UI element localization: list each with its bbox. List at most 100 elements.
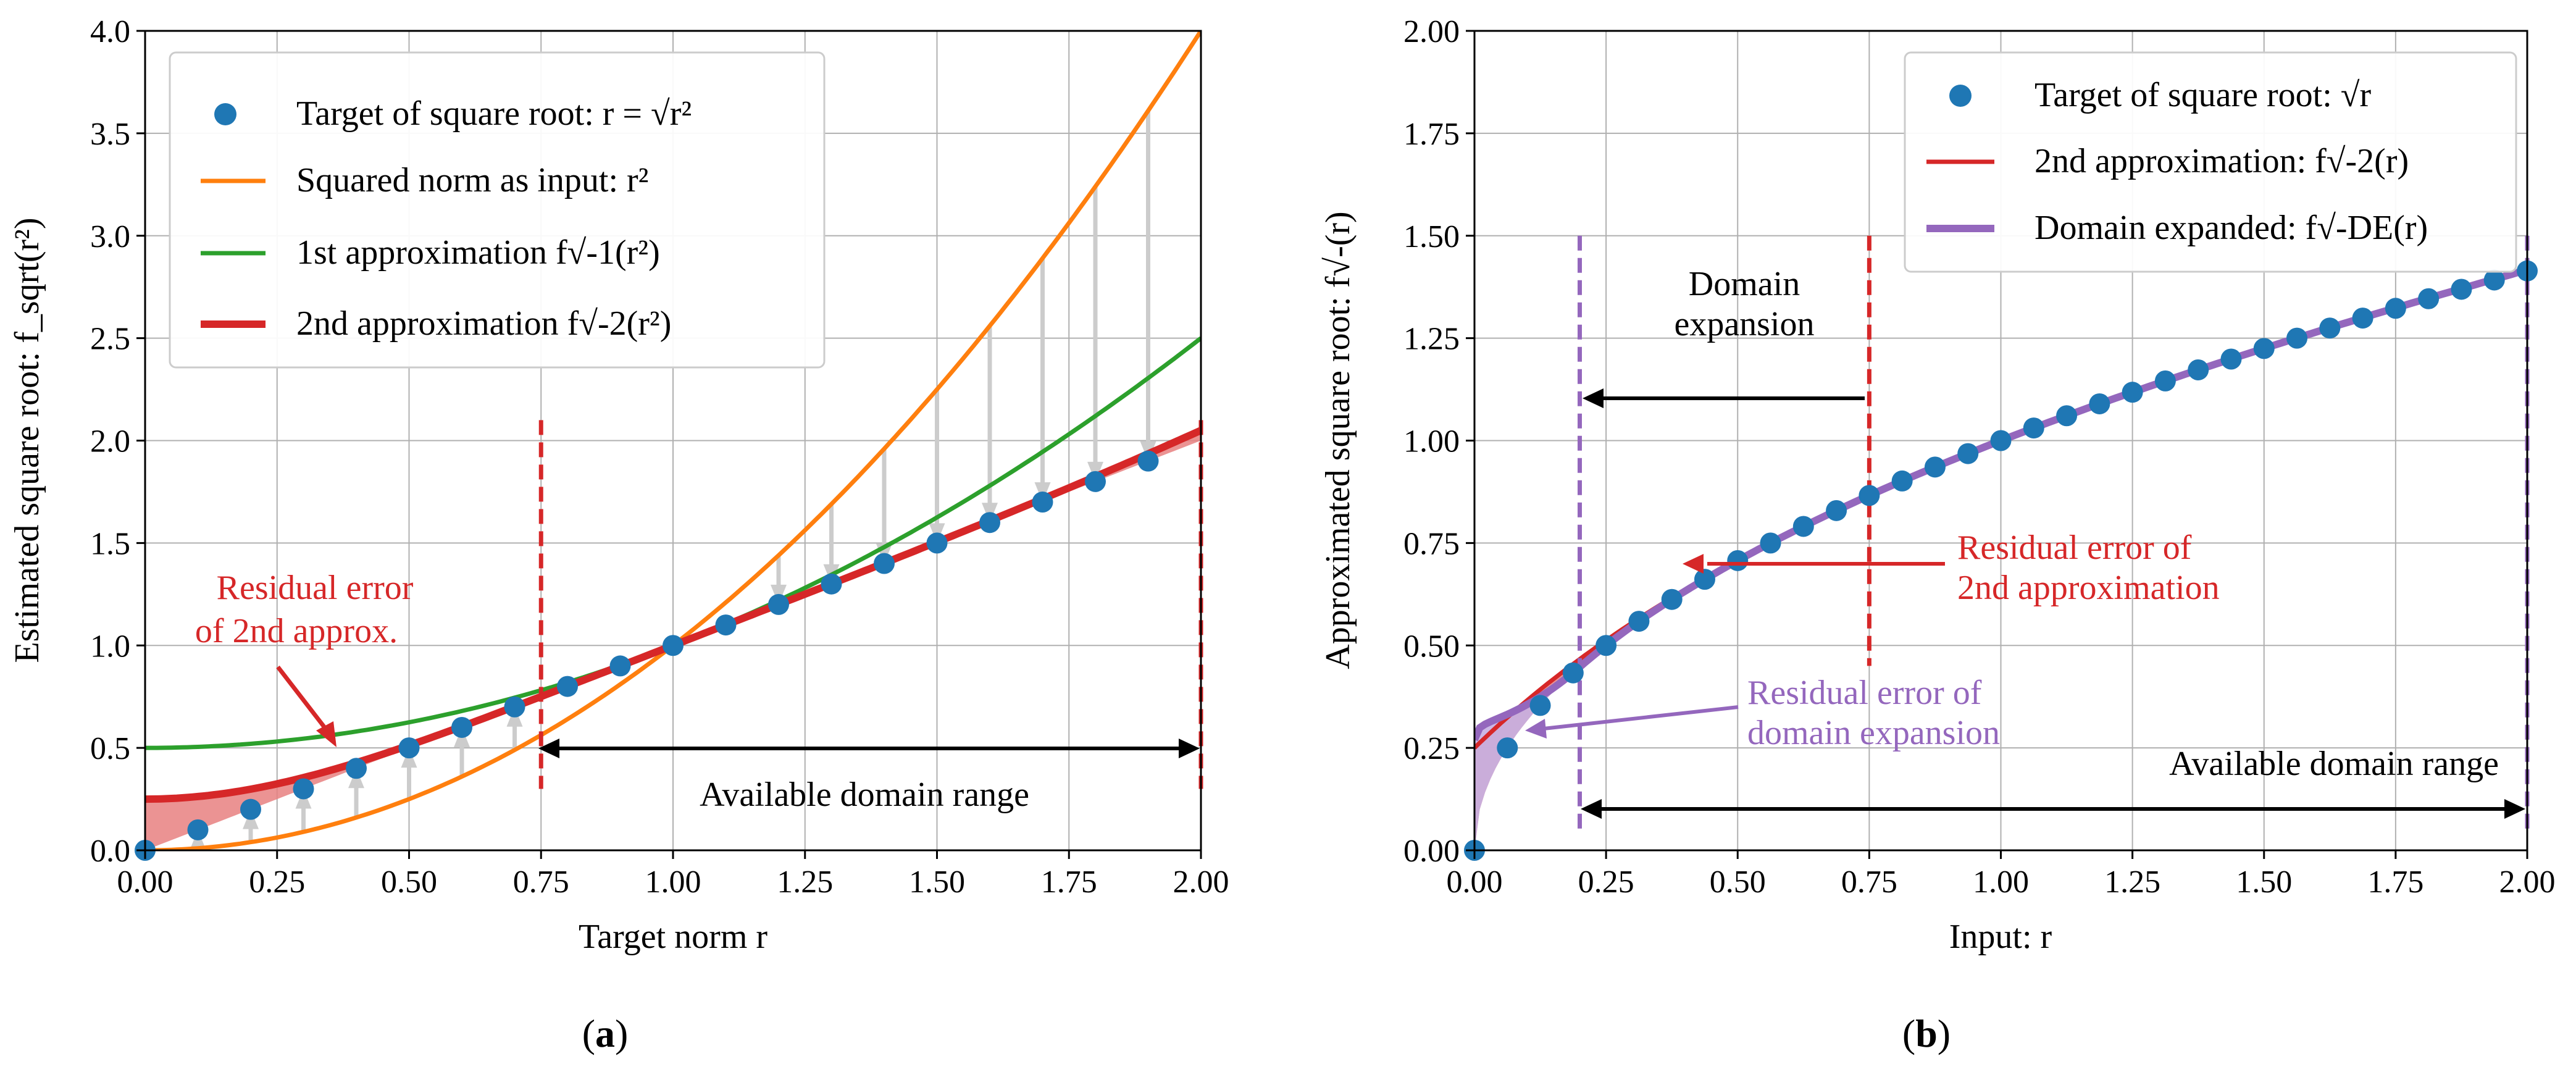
chart-b-legend-box [1904, 51, 2517, 273]
chart-a-ticks: 0.00 0.25 0.50 0.75 1.00 1.25 1.50 1.75 2.00 0.0 0… [90, 14, 1229, 900]
chart-a-xtick-label: 2.00 [1173, 865, 1229, 900]
chart-b-point [2385, 298, 2406, 319]
chart-b-legend-label-3: Domain expanded: f√-DE(r) [2034, 209, 2428, 247]
chart-b-xtick-label: 0.75 [1841, 865, 1897, 900]
chart-a-point [609, 655, 631, 677]
chart-a-legend: Target of square root: r = √r² Squared n… [169, 51, 826, 369]
chart-b-xtick-label: 0.00 [1447, 865, 1503, 900]
chart-b-point [2188, 359, 2209, 380]
chart-b-domain-exp-label-1: Domain [1689, 265, 1800, 303]
chart-panel-b: 0.00 0.25 0.50 0.75 1.00 1.25 1.50 1.75 2.00 0.00… [1319, 14, 2556, 1055]
chart-b-point [2286, 327, 2308, 349]
chart-b-ytick-label: 2.00 [1403, 14, 1460, 49]
chart-b-xtick-label: 1.25 [2104, 865, 2160, 900]
panel-a-label: (a) [582, 1011, 629, 1055]
chart-b-point [2154, 370, 2176, 392]
chart-a-point [1032, 492, 1053, 513]
chart-a-point [821, 573, 842, 595]
chart-a-domain-arrowhead-left [538, 739, 559, 758]
chart-b-point [2352, 308, 2373, 329]
chart-a-legend-label-3: 1st approximation f√-1(r²) [296, 233, 660, 272]
chart-b-ytick-label: 1.50 [1403, 219, 1460, 254]
chart-a-ytick-label: 3.5 [90, 117, 130, 152]
chart-b-point [2023, 417, 2044, 439]
chart-b-residual2-arrowhead [1683, 554, 1704, 574]
chart-a-xtick-label: 1.25 [777, 865, 833, 900]
chart-b-point [1924, 456, 1946, 478]
chart-a-point [768, 593, 789, 615]
chart-b-residual-de-label-1: Residual error of [1747, 674, 1982, 712]
chart-b-residual2-label-1: Residual error of [1957, 529, 2192, 567]
chart-b-xtick-label: 0.25 [1578, 865, 1634, 900]
chart-b-domain-exp-arrowhead [1583, 388, 1604, 408]
chart-b-xtick-label: 2.00 [2499, 865, 2556, 900]
chart-a-ytick-label: 0.5 [90, 731, 130, 766]
chart-a-legend-box [169, 51, 826, 369]
chart-b-domain-arrowhead-left [1581, 799, 1602, 819]
chart-b-xlabel: Input: r [1949, 918, 2052, 956]
chart-b-ytick-label: 0.50 [1403, 629, 1460, 664]
chart-b-point [1661, 588, 1683, 610]
chart-a-xtick-label: 0.50 [381, 865, 437, 900]
chart-a-domain-arrowhead-right [1179, 739, 1200, 758]
chart-b-xtick-label: 0.50 [1710, 865, 1766, 900]
chart-b-point [1694, 569, 1715, 590]
chart-a-point [715, 614, 737, 636]
chart-a-point [557, 676, 578, 697]
chart-b-ticks: 0.00 0.25 0.50 0.75 1.00 1.25 1.50 1.75 2.00 0.00… [1403, 14, 2556, 900]
chart-b-legend: Target of square root: √r 2nd approximat… [1904, 51, 2517, 273]
chart-b-domain-exp-label-2: expansion [1674, 305, 1814, 343]
chart-b-point [1792, 516, 1814, 537]
chart-b-point [1891, 470, 1913, 492]
chart-b-point [2418, 288, 2440, 309]
chart-a-point [926, 532, 948, 554]
chart-a-point [451, 716, 472, 738]
chart-a-point [240, 798, 261, 820]
chart-b-point [2483, 269, 2505, 291]
chart-b-point [1628, 611, 1650, 632]
chart-b-point [1990, 430, 2012, 451]
chart-a-point [293, 778, 314, 800]
chart-a-xtick-label: 0.75 [513, 865, 569, 900]
chart-b-points [1464, 260, 2538, 861]
chart-a-domain-label: Available domain range [700, 776, 1029, 814]
chart-a-ytick-label: 1.0 [90, 629, 130, 664]
chart-b-domain-label: Available domain range [2169, 745, 2499, 783]
chart-a-points [135, 450, 1159, 861]
chart-b-ytick-label: 0.00 [1403, 834, 1460, 869]
chart-b-residual2-label-2: 2nd approximation [1957, 569, 2220, 607]
chart-a-point [979, 512, 1000, 534]
chart-b-point [1957, 443, 1979, 464]
chart-a-point [663, 635, 684, 656]
chart-b-point [2319, 317, 2341, 339]
chart-a-xtick-label: 0.00 [117, 865, 174, 900]
chart-a-ytick-label: 4.0 [90, 14, 130, 49]
chart-b-ytick-label: 0.25 [1403, 731, 1460, 766]
chart-a-ytick-label: 0.0 [90, 834, 130, 869]
chart-b-point [2253, 338, 2275, 359]
chart-a-point [504, 696, 525, 718]
chart-b-point [1562, 662, 1584, 684]
chart-a-point [1137, 450, 1159, 472]
chart-a-legend-label-1: Target of square root: r = √r² [296, 94, 692, 133]
panel-b-label: (b) [1902, 1011, 1951, 1055]
chart-b-point [2089, 393, 2110, 414]
chart-b-point [1760, 532, 1781, 554]
chart-a-ytick-label: 1.5 [90, 526, 130, 561]
chart-b-xtick-label: 1.50 [2236, 865, 2292, 900]
chart-a-legend-label-4: 2nd approximation f√-2(r²) [296, 304, 671, 343]
chart-a-xlabel: Target norm r [579, 918, 767, 956]
chart-b-ylabel: Approximated square root: f√-(r) [1319, 211, 1357, 669]
chart-b-point [1529, 695, 1551, 716]
chart-b-point [2451, 278, 2472, 300]
chart-a-ytick-label: 2.0 [90, 424, 130, 459]
chart-b-point [1826, 500, 1847, 521]
chart-a-point [346, 758, 367, 779]
chart-b-point [1727, 550, 1749, 571]
chart-a-residual-label-2: of 2nd approx. [195, 612, 398, 650]
chart-b-residual-de-label-2: domain expansion [1747, 714, 2000, 752]
chart-b-ytick-label: 0.75 [1403, 526, 1460, 561]
chart-a-xtick-label: 1.00 [645, 865, 701, 900]
chart-b-point [2122, 382, 2143, 403]
